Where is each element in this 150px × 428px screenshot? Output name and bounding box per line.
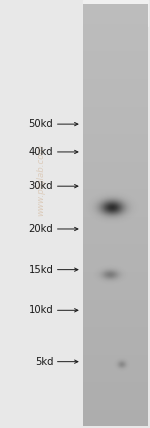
Text: 30kd: 30kd: [29, 181, 53, 191]
Text: 50kd: 50kd: [28, 119, 53, 129]
Text: 15kd: 15kd: [28, 265, 53, 275]
Text: 5kd: 5kd: [35, 357, 53, 367]
Text: 20kd: 20kd: [28, 224, 53, 234]
Text: 40kd: 40kd: [29, 147, 53, 157]
Bar: [83, 0, 148, 26]
Text: 10kd: 10kd: [28, 305, 53, 315]
Text: www.ptglab.com: www.ptglab.com: [37, 144, 46, 216]
